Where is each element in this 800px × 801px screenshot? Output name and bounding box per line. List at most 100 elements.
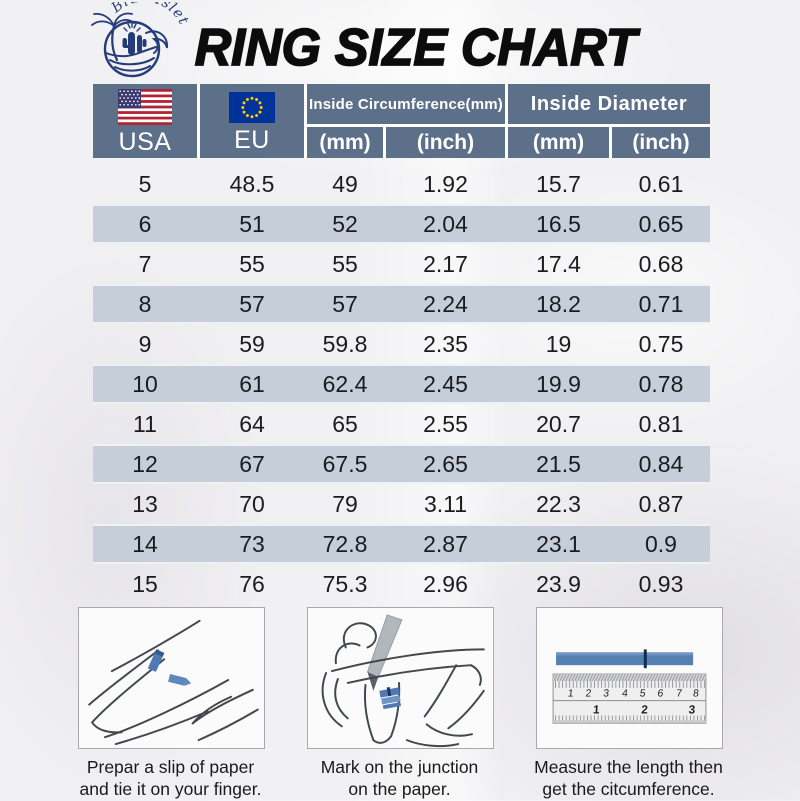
ruler-cm-3: 3 — [602, 689, 609, 700]
cell-usa-size: 15 — [132, 570, 158, 597]
cell-usa-size: 6 — [138, 210, 152, 237]
step-3-caption-line1: Measure the length then — [534, 757, 723, 777]
cell-circ-mm: 59.8 — [322, 330, 368, 357]
header-cell-circ-mm: (mm) — [307, 127, 383, 158]
cell-circ-mm: 72.8 — [322, 530, 368, 557]
cell-circ-mm: 57 — [332, 290, 358, 317]
cell-eu-size: 70 — [239, 490, 265, 517]
cell-circ-inch: 1.92 — [423, 170, 468, 197]
cell-usa-size: 8 — [138, 290, 152, 317]
cell-diam-inch: 0.78 — [638, 370, 684, 397]
cell-usa-size: 10 — [132, 370, 158, 397]
cell-circ-mm: 62.4 — [322, 370, 368, 397]
cell-usa-size: 11 — [133, 410, 157, 437]
step-2: Mark on the junction on the paper. — [306, 607, 494, 801]
cell-circ-inch: 2.45 — [423, 370, 468, 397]
cell-eu-size: 48.5 — [229, 170, 275, 197]
eu-flag-icon — [229, 91, 275, 123]
cell-eu-size: 64 — [239, 410, 265, 437]
cell-eu-size: 67 — [239, 450, 265, 477]
step-3-illustration-box: 1 2 3 4 5 6 7 8 1 2 3 — [535, 607, 723, 749]
cell-usa-size: 13 — [132, 490, 158, 517]
ruler-measuring-icon: 1 2 3 4 5 6 7 8 1 2 3 — [552, 649, 706, 724]
cell-diam-inch: 0.87 — [638, 490, 684, 517]
cactus-icon — [122, 32, 147, 55]
cell-diam-inch: 0.84 — [638, 450, 684, 477]
cell-circ-mm: 67.5 — [322, 450, 368, 477]
cell-diam-mm: 15.7 — [536, 170, 581, 197]
step-1-illustration-box — [77, 607, 265, 749]
cell-diam-mm: 23.1 — [536, 530, 581, 557]
cell-usa-size: 12 — [132, 450, 158, 477]
cell-eu-size: 57 — [239, 290, 265, 317]
step-3: 1 2 3 4 5 6 7 8 1 2 3 — [534, 607, 723, 801]
cell-usa-size: 9 — [138, 330, 152, 357]
cell-eu-size: 55 — [239, 250, 265, 277]
step-2-caption: Mark on the junction on the paper. — [285, 756, 515, 801]
header-cell-diam-mm: (mm) — [508, 127, 609, 158]
cell-diam-inch: 0.9 — [645, 530, 677, 557]
cell-diam-mm: 19 — [545, 330, 572, 357]
cell-diam-mm: 17.4 — [536, 250, 581, 277]
cell-eu-size: 51 — [239, 210, 265, 237]
cell-usa-size: 5 — [138, 170, 152, 197]
ring-size-table: USA EU Inside Circumference(mm) Inside D… — [93, 84, 710, 604]
cell-eu-size: 61 — [239, 370, 265, 397]
table-row: 14 73 72.8 2.87 23.1 0.9 — [93, 524, 710, 564]
table-row: 5 48.5 49 1.92 15.7 0.61 — [93, 164, 710, 204]
cell-diam-inch: 0.75 — [638, 330, 684, 357]
header-cell-circ-inch: (inch) — [386, 127, 505, 158]
ruler-cm-7: 7 — [675, 689, 682, 700]
ruler-cm-5: 5 — [639, 689, 646, 700]
cell-diam-inch: 0.93 — [638, 570, 684, 597]
pen-marking-junction-icon — [321, 614, 485, 748]
cell-eu-size: 76 — [239, 570, 265, 597]
cell-circ-mm: 79 — [332, 490, 358, 517]
step-1-caption-line2: and tie it on your finger. — [79, 779, 262, 800]
header-cell-eu: EU — [200, 84, 304, 158]
cell-diam-mm: 21.5 — [536, 450, 581, 477]
table-row: 12 67 67.5 2.65 21.5 0.84 — [93, 444, 710, 484]
page-title: RING SIZE CHART — [194, 18, 638, 78]
table-header: USA EU Inside Circumference(mm) Inside D… — [93, 84, 710, 158]
header-cell-diam-inch: (inch) — [612, 127, 710, 158]
header-cell-inside-diameter: Inside Diameter — [508, 84, 710, 124]
cell-usa-size: 7 — [138, 250, 152, 277]
cell-diam-mm: 22.3 — [536, 490, 581, 517]
ruler-inch-1: 1 — [592, 703, 600, 717]
cell-circ-inch: 2.87 — [423, 530, 468, 557]
cell-usa-size: 14 — [132, 530, 158, 557]
table-row: 7 55 55 2.17 17.4 0.68 — [93, 244, 710, 284]
cell-circ-inch: 2.17 — [423, 250, 468, 277]
step-1-caption: Prepar a slip of paper and tie it on you… — [56, 756, 286, 801]
table-row: 9 59 59.8 2.35 19 0.75 — [93, 324, 710, 364]
hand-with-paper-strip-icon — [87, 619, 259, 746]
usa-column-label: USA — [118, 128, 172, 156]
brand-logo: Blue Islet — [84, 0, 200, 82]
header-cell-usa: USA — [93, 84, 197, 158]
table-row: 15 76 75.3 2.96 23.9 0.93 — [93, 564, 710, 604]
eu-column-label: EU — [234, 125, 270, 154]
cell-circ-mm: 55 — [332, 250, 358, 277]
header-cell-inside-circumference: Inside Circumference(mm) — [307, 84, 505, 124]
cell-diam-mm: 19.9 — [536, 370, 581, 397]
step-3-caption-line2: get the citcumference. — [542, 779, 715, 800]
step-1-caption-line1: Prepar a slip of paper — [86, 757, 255, 777]
ruler-cm-8: 8 — [692, 689, 699, 700]
step-2-caption-line1: Mark on the junction — [320, 757, 479, 777]
cell-circ-inch: 2.55 — [423, 410, 468, 437]
cell-diam-inch: 0.68 — [638, 250, 684, 277]
cell-eu-size: 73 — [239, 530, 265, 557]
cell-circ-mm: 75.3 — [322, 570, 368, 597]
cell-circ-inch: 2.04 — [423, 210, 468, 237]
cell-eu-size: 59 — [239, 330, 265, 357]
ruler-cm-2: 2 — [584, 689, 591, 700]
cell-circ-mm: 65 — [332, 410, 358, 437]
step-2-illustration-box — [306, 607, 494, 749]
cell-diam-inch: 0.61 — [638, 170, 684, 197]
cell-circ-inch: 2.35 — [423, 330, 468, 357]
measuring-steps: Prepar a slip of paper and tie it on you… — [0, 607, 800, 801]
cell-circ-inch: 3.11 — [423, 490, 468, 517]
